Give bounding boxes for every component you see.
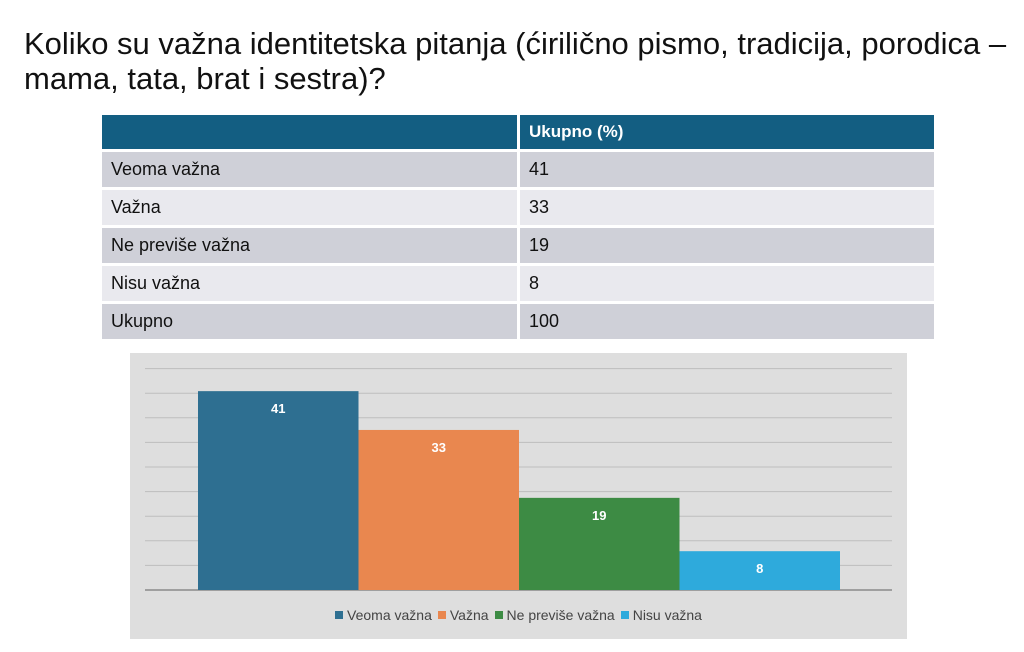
- bar-data-label: 19: [592, 508, 606, 523]
- legend-item: Važna: [437, 607, 489, 623]
- row-label: Važna: [102, 190, 520, 228]
- bar-važna: [358, 429, 519, 590]
- table-header-label: [102, 115, 520, 152]
- legend-item: Ne previše važna: [494, 607, 615, 623]
- results-table: Ukupno (%) Veoma važna 41 Važna 33 Ne pr…: [102, 115, 934, 342]
- table-row: Važna 33: [102, 190, 934, 228]
- legend-swatch: [335, 611, 344, 619]
- row-label: Veoma važna: [102, 152, 520, 190]
- legend-swatch: [620, 611, 629, 619]
- legend-item: Nisu važna: [620, 607, 702, 623]
- row-label: Ne previše važna: [102, 228, 520, 266]
- row-value: 8: [520, 266, 934, 304]
- bar-data-label: 41: [271, 401, 285, 416]
- bar-veoma-važna: [198, 391, 359, 590]
- table-header-value: Ukupno (%): [520, 115, 934, 152]
- bar-chart: 41 33 19 8 Veoma važna Važna Ne previše važna…: [130, 353, 907, 639]
- legend-item: Veoma važna: [335, 607, 432, 623]
- page-title: Koliko su važna identitetska pitanja (ći…: [24, 26, 1007, 96]
- table-row: Veoma važna 41: [102, 152, 934, 190]
- row-value: 33: [520, 190, 934, 228]
- bar-nisu-važna: [679, 551, 840, 590]
- table-header-row: Ukupno (%): [102, 115, 934, 152]
- row-label: Ukupno: [102, 304, 520, 342]
- bar-chart-plot: 41 33 19 8: [145, 368, 892, 591]
- chart-legend: Veoma važna Važna Ne previše važna Nisu važ…: [130, 607, 907, 623]
- bar-data-label: 33: [432, 440, 446, 455]
- bar-data-label: 8: [756, 561, 763, 576]
- legend-label: Važna: [449, 607, 489, 623]
- table-row: Nisu važna 8: [102, 266, 934, 304]
- row-value: 19: [520, 228, 934, 266]
- legend-label: Nisu važna: [632, 607, 702, 623]
- legend-label: Veoma važna: [347, 607, 432, 623]
- bar-ne-previše-važna: [519, 497, 680, 590]
- row-value: 41: [520, 152, 934, 190]
- legend-swatch: [437, 611, 446, 619]
- table-row: Ukupno 100: [102, 304, 934, 342]
- table-row: Ne previše važna 19: [102, 228, 934, 266]
- row-label: Nisu važna: [102, 266, 520, 304]
- legend-label: Ne previše važna: [506, 607, 615, 623]
- legend-swatch: [494, 611, 503, 619]
- row-value: 100: [520, 304, 934, 342]
